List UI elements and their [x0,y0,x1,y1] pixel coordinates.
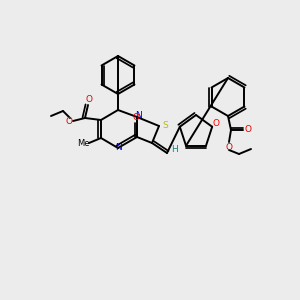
Text: O: O [213,119,220,128]
Text: Me: Me [77,140,89,148]
Text: N: N [115,143,122,152]
Text: N: N [136,110,142,119]
Text: O: O [85,95,92,104]
Text: O: O [244,125,251,134]
Text: O: O [133,112,140,122]
Text: H: H [172,145,178,154]
Text: S: S [162,122,168,130]
Text: O: O [226,142,232,152]
Text: O: O [65,118,73,127]
